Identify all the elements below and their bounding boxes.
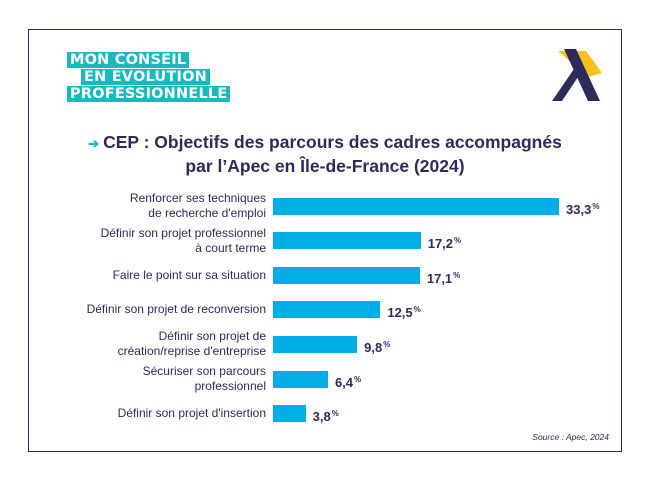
category-label-line: Définir son projet professionnel	[100, 225, 266, 240]
category-label: Définir son projet de reconversion	[36, 302, 266, 317]
category-label: Définir son projet professionnel à court …	[36, 226, 266, 256]
category-label: Définir son projet de création/reprise d'…	[36, 329, 266, 359]
value-number: 6,4	[334, 374, 354, 390]
category-label-line: Définir son projet d'insertion	[117, 406, 266, 421]
bar	[273, 197, 559, 215]
category-label-line: Définir son projet de	[158, 329, 266, 344]
value-unit: %	[383, 339, 391, 349]
chart-title: ➔ CEP : Objectifs des parcours des cadres…	[29, 131, 621, 177]
value-unit: %	[592, 201, 600, 211]
value-unit: %	[453, 270, 461, 280]
chart-frame: MON CONSEIL EN ÉVOLUTION PROFESSIONNELLE…	[28, 29, 622, 452]
value-unit: %	[354, 374, 362, 384]
category-label-line: création/reprise d'entreprise	[117, 344, 266, 359]
value-number: 3,8	[312, 409, 331, 425]
category-label-line: Renforcer ses techniques	[129, 191, 266, 205]
value-label: 17,1%	[427, 267, 460, 287]
arrow-icon: ➔	[88, 136, 100, 151]
category-label-line: professionnel	[194, 379, 266, 393]
category-label: Faire le point sur sa situation	[36, 268, 266, 283]
bar	[273, 232, 421, 250]
bar	[273, 405, 306, 423]
bar	[273, 266, 420, 284]
title-line-1: CEP : Objectifs des parcours des cadres …	[103, 132, 562, 152]
category-label: Sécuriser son parcours professionnel	[36, 364, 266, 394]
value-number: 33,3	[566, 201, 592, 217]
apec-logo-icon	[552, 49, 602, 101]
value-number: 12,5	[387, 305, 413, 321]
bar	[273, 370, 328, 388]
value-label: 12,5%	[387, 301, 420, 321]
bar	[273, 301, 381, 319]
category-label-line: Faire le point sur sa situation	[112, 267, 266, 282]
logo-mon-conseil: MON CONSEIL EN ÉVOLUTION PROFESSIONNELLE	[67, 52, 231, 103]
logo-line-1: MON CONSEIL	[67, 52, 190, 68]
value-unit: %	[454, 236, 462, 246]
logo-line-3: PROFESSIONNELLE	[67, 86, 231, 102]
category-label-line: Sécuriser son parcours	[142, 364, 266, 378]
logo-line-2: EN ÉVOLUTION	[81, 69, 210, 85]
value-label: 3,8%	[313, 405, 339, 425]
value-unit: %	[331, 409, 339, 419]
value-unit: %	[413, 305, 421, 315]
source-note: Source : Apec, 2024	[532, 432, 609, 442]
category-label-line: de recherche d'emploi	[148, 206, 266, 220]
bar	[273, 335, 358, 353]
category-label-line: à court terme	[195, 240, 266, 255]
value-number: 17,2	[427, 236, 454, 252]
value-label: 9,8%	[364, 336, 390, 356]
value-label: 33,3%	[566, 198, 599, 218]
value-label: 6,4%	[335, 371, 361, 391]
value-number: 9,8	[364, 339, 383, 355]
category-label-line: Définir son projet de reconversion	[86, 302, 266, 317]
category-label: Définir son projet d'insertion	[36, 406, 266, 421]
title-line-2: par l’Apec en Île-de-France (2024)	[185, 156, 465, 176]
value-label: 17,2%	[428, 232, 461, 252]
value-number: 17,1	[426, 270, 453, 286]
category-label: Renforcer ses techniques de recherche d'e…	[36, 191, 266, 221]
